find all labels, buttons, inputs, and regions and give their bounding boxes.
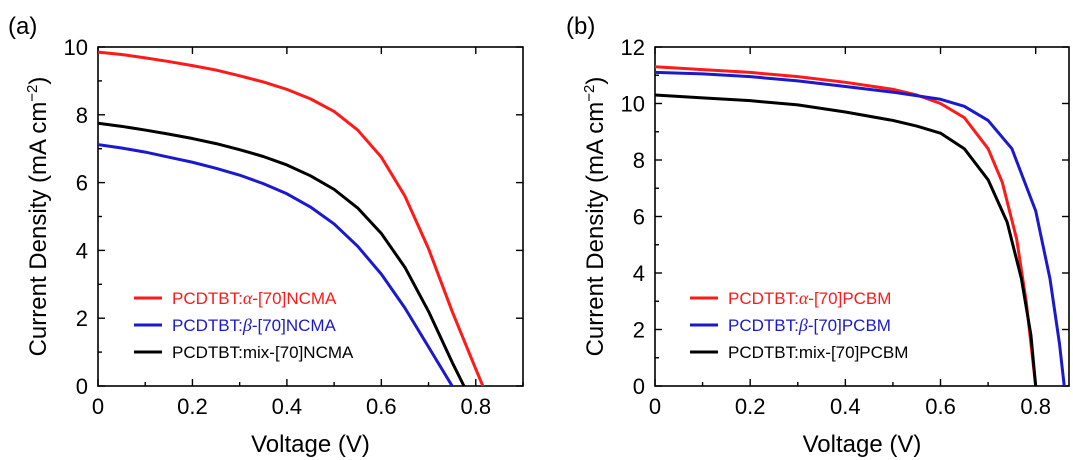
y-tick-label: 8 bbox=[633, 148, 645, 173]
chart-panel-1: (b) 0 0.2 0.4 0.6 0.8 0 2 4 6 8 10 12 Voltage (V) Curr… bbox=[566, 13, 1070, 458]
y-tick-label: 0 bbox=[633, 374, 645, 399]
x-tick-label: 0.2 bbox=[177, 394, 208, 419]
series-line-1 bbox=[98, 143, 454, 386]
x-axis-title: Voltage (V) bbox=[803, 431, 922, 458]
y-tick-label: 2 bbox=[633, 318, 645, 343]
legend-label-2: PCDTBT:mix-[70]NCMA bbox=[172, 343, 354, 362]
panel-label: (b) bbox=[566, 13, 595, 40]
y-tick-label: 2 bbox=[76, 306, 88, 331]
legend-label-0: PCDTBT:α-[70]PCBM bbox=[728, 288, 891, 308]
legend-label-2: PCDTBT:mix-[70]PCBM bbox=[728, 343, 908, 362]
y-tick-label: 10 bbox=[621, 92, 645, 117]
series-line-1 bbox=[655, 70, 1066, 386]
y-tick-label: 12 bbox=[621, 35, 645, 60]
x-tick-label: 0 bbox=[649, 394, 661, 419]
y-axis-title: Current Density (mA cm−2) bbox=[581, 77, 609, 357]
x-tick-label: 0.8 bbox=[1020, 394, 1051, 419]
series-line-0 bbox=[98, 50, 485, 386]
y-tick-label: 0 bbox=[76, 374, 88, 399]
x-tick-label: 0.2 bbox=[735, 394, 766, 419]
x-axis-title: Voltage (V) bbox=[251, 431, 370, 458]
y-tick-label: 8 bbox=[76, 103, 88, 128]
y-axis-title: Current Density (mA cm−2) bbox=[24, 77, 52, 357]
x-tick-label: 0.6 bbox=[366, 394, 397, 419]
x-tick-label: 0.4 bbox=[272, 394, 303, 419]
y-tick-label: 6 bbox=[633, 205, 645, 230]
legend-label-1: PCDTBT:β-[70]NCMA bbox=[172, 315, 337, 335]
legend-label-1: PCDTBT:β-[70]PCBM bbox=[728, 315, 891, 335]
y-tick-label: 4 bbox=[76, 238, 88, 263]
legend-label-0: PCDTBT:α-[70]NCMA bbox=[172, 288, 337, 308]
x-tick-label: 0.4 bbox=[830, 394, 861, 419]
chart-panel-0: (a) 0 0.2 0.4 0.6 0.8 0 2 4 6 8 10 Voltage (V) Curren… bbox=[8, 13, 524, 458]
y-tick-label: 4 bbox=[633, 261, 645, 286]
y-tick-label: 10 bbox=[64, 35, 88, 60]
series-line-2 bbox=[98, 121, 466, 386]
x-tick-label: 0.8 bbox=[460, 394, 491, 419]
series-line-2 bbox=[655, 93, 1038, 386]
y-tick-label: 6 bbox=[76, 171, 88, 196]
x-tick-label: 0 bbox=[92, 394, 104, 419]
panel-label: (a) bbox=[8, 13, 37, 40]
x-tick-label: 0.6 bbox=[925, 394, 956, 419]
